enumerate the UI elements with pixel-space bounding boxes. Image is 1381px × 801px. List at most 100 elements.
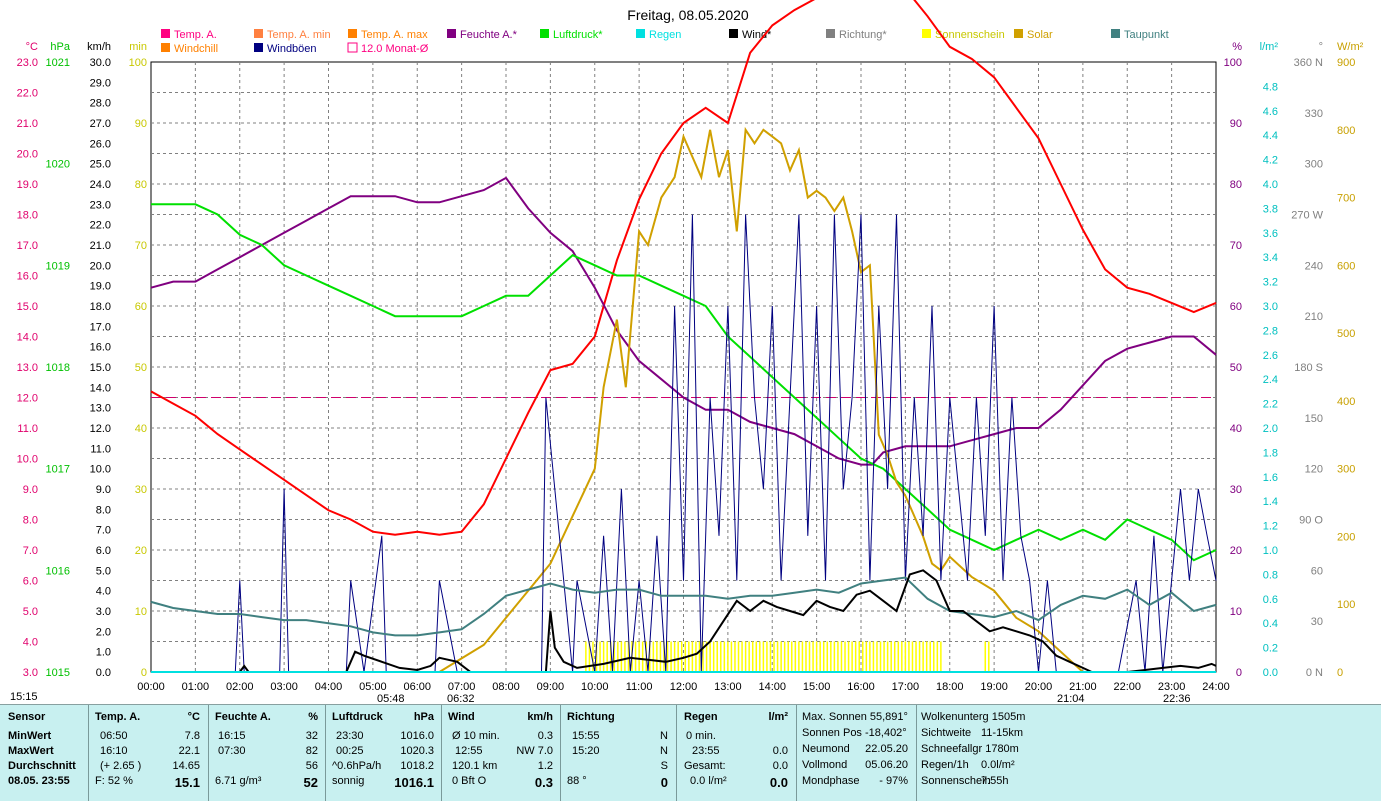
cloud-base: Wolkenunterg 1505m [921,711,1026,723]
minutes-tick-label: 0 [141,667,147,679]
series-taupunkt [150,576,1217,637]
rain-tick-label: 3.4 [1263,252,1278,264]
temp-tick-label: 9.0 [23,484,38,496]
wind-tick-label: 5.0 [96,565,111,577]
direction-tick-label: 150 [1305,413,1323,425]
humidity-tick-label: 50 [1230,362,1242,374]
minutes-unit-label: min [129,41,147,53]
rain-tick-label: 2.2 [1263,399,1278,411]
wind-average: 1.2 [537,760,553,772]
x-tick-label: 04:00 [315,681,343,693]
snow-line: Schneefallgr 1780m [921,743,1019,755]
full-moon-date: 05.06.20 [865,759,908,771]
sunshine-duration: 7:55h [981,775,1009,787]
humidity-tick-label: 40 [1230,423,1242,435]
x-tick-label: 17:00 [892,681,920,693]
legend-swatch [1111,29,1120,38]
wind-tick-label: 15.0 [90,362,111,374]
legend-swatch [729,29,738,38]
humidity-tick-label: 60 [1230,301,1242,313]
rain-tick-label: 1.8 [1263,447,1278,459]
temp-tick-label: 11.0 [17,423,38,435]
humidity-min-time: 16:15 [218,730,246,742]
visibility-label: Sichtweite [921,727,972,739]
legend-label: Taupunkt [1124,29,1169,41]
direction-header: Richtung [567,711,615,723]
rain-header: Regen [684,711,718,723]
minutes-tick-label: 90 [135,118,147,130]
wind-header: Wind [448,711,475,723]
rain-rate-label: Regen/1h [921,759,969,771]
pressure-tick-label: 1021 [46,57,70,69]
x-tick-label: 20:00 [1025,681,1053,693]
sunshine-label: Sonnenschein [921,775,991,787]
max-sun-elevation: Max. Sonnen 55,891° [802,711,908,723]
legend-item: Wind* [729,29,772,41]
pressure-trend: ^0.6hPa/h [332,760,382,772]
pressure-tick-label: 1017 [46,464,70,476]
direction-tick-label: 30 [1311,616,1323,628]
legend-swatch [826,29,835,38]
rain-time: 23:55 [692,745,720,757]
wind-tick-label: 28.0 [90,98,111,110]
x-tick-label: 12:00 [670,681,698,693]
series-solar [151,126,1216,673]
humidity-unit-label: % [1232,41,1242,53]
new-moon-label: Neumond [802,743,850,755]
legend-item: Taupunkt [1111,29,1169,41]
legend-item: Richtung* [826,29,887,41]
direction-tick-label: 210 [1305,311,1323,323]
full-moon-label: Vollmond [802,759,848,771]
temp-tick-label: 10.0 [17,454,38,466]
pressure-tick-label: 1016 [46,565,70,577]
row-maxwert: MaxWert [8,745,54,757]
rain-tick-label: 3.6 [1263,228,1278,240]
solar-tick-label: 400 [1337,396,1355,408]
rain-rate: 0.0l/m² [981,759,1015,771]
temp-tick-label: 6.0 [23,576,38,588]
pressure-tick-label: 1015 [46,667,70,679]
legend-item: Feuchte A.* [447,29,518,41]
chart-axes: 00:00 01:00 02:00 03:00 04:00 05:00 06:00 07:00… [10,41,1364,704]
moon-phase: - 97% [879,775,908,787]
minutes-tick-label: 100 [129,57,147,69]
temp-tick-label: 22.0 [17,88,38,100]
temp-tick-label: 21.0 [17,118,38,130]
direction-max: N [660,745,668,757]
solar-tick-label: 700 [1337,193,1355,205]
rain-tick-label: 1.4 [1263,496,1278,508]
direction-tick-label: 90 O [1299,515,1323,527]
x-tick-label: 05:00 [359,681,387,693]
direction-avg: S [660,760,668,772]
legend-swatch [348,29,357,38]
sunshine-time-label: 15:15 [10,691,38,703]
rain-tick-label: 0.2 [1263,643,1278,655]
direction-tick-label: 300 [1305,159,1323,171]
humidity-tick-label: 90 [1230,118,1242,130]
solar-tick-label: 300 [1337,464,1355,476]
wind-tick-label: 2.0 [96,626,111,638]
legend-label: Feuchte A.* [460,29,518,41]
pressure-min-time: 23:30 [336,730,364,742]
rain-tick-label: 2.4 [1263,374,1278,386]
x-tick-label: 14:00 [758,681,786,693]
x-tick-label: 08:00 [492,681,520,693]
rain-tick-label: 3.8 [1263,203,1278,215]
wind-tick-label: 17.0 [90,321,111,333]
rain-tick-label: 4.0 [1263,179,1278,191]
wind-tick-label: 22.0 [90,220,111,232]
rain-tick-label: 3.0 [1263,301,1278,313]
wind-tick-label: 8.0 [96,504,111,516]
x-tick-label: 18:00 [936,681,964,693]
civil-dawn-label: 06:32 [447,693,475,704]
humidity-tick-label: 30 [1230,484,1242,496]
rain-tick-label: 0.8 [1263,569,1278,581]
wind-avg-label: Ø 10 min. [452,730,500,742]
wind-tick-label: 7.0 [96,525,111,537]
moon-phase-label: Mondphase [802,775,860,787]
wind-current: 0.3 [534,775,553,790]
wind-tick-label: 19.0 [90,281,111,293]
wind-tick-label: 30.0 [90,57,111,69]
x-tick-label: 24:00 [1202,681,1230,693]
dusk-label: 22:36 [1163,693,1191,704]
